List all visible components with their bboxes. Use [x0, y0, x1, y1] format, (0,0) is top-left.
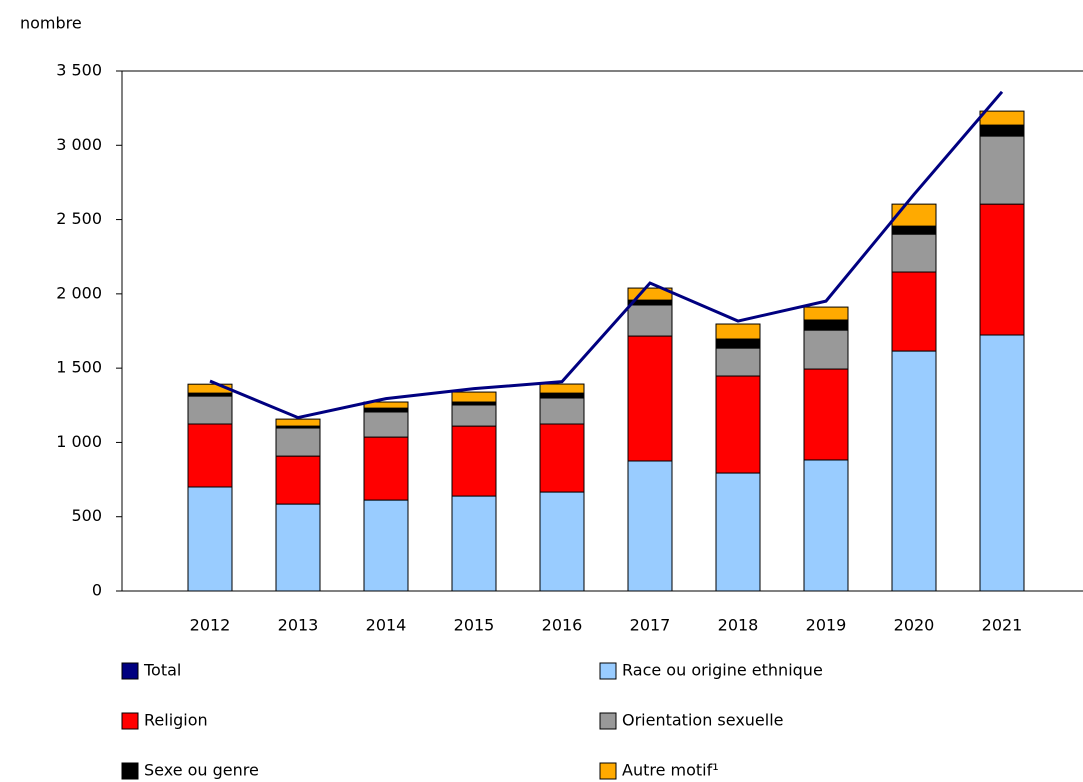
legend-swatch: [599, 662, 617, 680]
bar-segment: [187, 423, 233, 488]
y-tick-label: 1 000: [56, 432, 102, 451]
bar-segment: [803, 459, 849, 592]
x-tick-label: 2014: [366, 616, 407, 635]
bar-segment: [363, 407, 409, 413]
x-tick-label: 2020: [894, 616, 935, 635]
bar-segment: [803, 306, 849, 321]
bar-segment: [275, 455, 321, 505]
x-tick-label: 2012: [190, 616, 231, 635]
bar-segment: [275, 418, 321, 427]
legend-swatch: [121, 662, 139, 680]
bar-segment: [803, 319, 849, 331]
bar-segment: [275, 503, 321, 592]
legend-swatch: [121, 712, 139, 730]
y-tick-label: 0: [92, 581, 102, 600]
bar-segment: [539, 397, 585, 425]
bar-segment: [715, 347, 761, 377]
legend-label: Orientation sexuelle: [622, 711, 784, 730]
bar-segment: [627, 304, 673, 337]
bar-segment: [275, 427, 321, 457]
legend-label: Religion: [144, 711, 208, 730]
y-axis-label: nombre: [20, 14, 82, 33]
bar-segment: [715, 323, 761, 340]
bar-segment: [715, 375, 761, 474]
x-tick-label: 2021: [982, 616, 1023, 635]
bar-segment: [187, 486, 233, 592]
bar-segment: [451, 391, 497, 403]
bar-segment: [803, 329, 849, 370]
bar-segment: [363, 436, 409, 501]
bar-segment: [979, 334, 1025, 592]
bar-segment: [451, 404, 497, 427]
x-tick-label: 2015: [454, 616, 495, 635]
bar-segment: [451, 495, 497, 592]
bar-segment: [451, 425, 497, 497]
bar-segment: [891, 350, 937, 592]
bar-segment: [715, 472, 761, 592]
y-tick-label: 500: [71, 506, 102, 525]
bar-segment: [539, 423, 585, 493]
legend-swatch: [599, 712, 617, 730]
y-tick-label: 3 500: [56, 61, 102, 80]
y-tick-label: 2 500: [56, 209, 102, 228]
bar-segment: [891, 233, 937, 273]
x-tick-label: 2016: [542, 616, 583, 635]
bar-segment: [891, 271, 937, 352]
legend-label: Race ou origine ethnique: [622, 661, 823, 680]
bar-segment: [803, 368, 849, 461]
y-tick-label: 3 000: [56, 135, 102, 154]
bar-segment: [363, 401, 409, 409]
bar-segment: [363, 411, 409, 438]
legend-label: Total: [143, 661, 181, 680]
bar-segment: [627, 335, 673, 462]
bar-segment: [979, 135, 1025, 205]
bar-segment: [979, 203, 1025, 336]
bar-segment: [715, 338, 761, 349]
legend-label: Sexe ou genre: [144, 761, 259, 780]
bar-segment: [363, 499, 409, 592]
bar-segment: [187, 395, 233, 425]
y-tick-label: 1 500: [56, 358, 102, 377]
x-tick-label: 2017: [630, 616, 671, 635]
y-tick-label: 2 000: [56, 283, 102, 302]
legend-swatch: [121, 762, 139, 780]
legend-swatch: [599, 762, 617, 780]
total-line: [209, 90, 1004, 420]
x-tick-label: 2019: [806, 616, 847, 635]
bar-segment: [539, 383, 585, 394]
bar-segment: [627, 460, 673, 592]
bar-segment: [979, 124, 1025, 137]
x-tick-label: 2018: [718, 616, 759, 635]
bar-segment: [979, 110, 1025, 126]
bar-segment: [539, 392, 585, 399]
x-tick-label: 2013: [278, 616, 319, 635]
bar-segment: [539, 491, 585, 592]
legend-label: Autre motif¹: [622, 761, 719, 780]
bar-segment: [891, 225, 937, 235]
